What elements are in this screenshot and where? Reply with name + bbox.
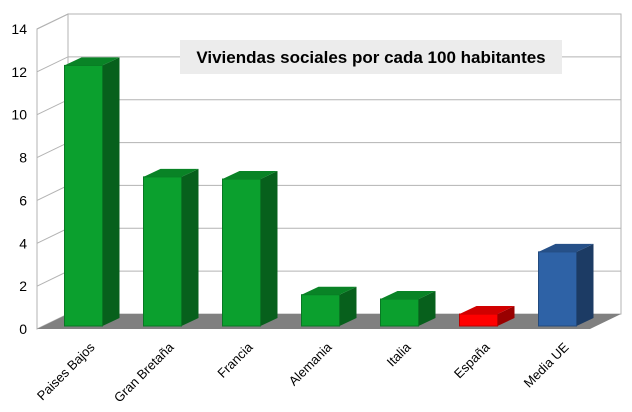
bar-side bbox=[181, 168, 199, 326]
x-tick-label: Italia bbox=[384, 339, 415, 370]
x-tick-label: España bbox=[451, 339, 493, 381]
y-axis-ticks: 0 2 4 6 8 10 12 14 bbox=[11, 21, 27, 337]
title-background bbox=[180, 40, 562, 74]
x-tick-label: Media UE bbox=[521, 339, 572, 390]
bar-top bbox=[143, 168, 199, 177]
bar-front bbox=[380, 298, 419, 327]
bar-side bbox=[418, 291, 436, 326]
bar-front bbox=[301, 294, 340, 327]
bar-front bbox=[538, 251, 577, 327]
y-tick-label: 14 bbox=[11, 21, 27, 37]
x-tick-label: Paises Bajos bbox=[34, 339, 98, 403]
bar-top bbox=[538, 243, 594, 252]
bar bbox=[538, 243, 594, 327]
bar-top bbox=[64, 57, 120, 66]
bar bbox=[143, 168, 199, 327]
bar-side bbox=[339, 286, 357, 326]
left-wall bbox=[36, 13, 69, 330]
chart-title-box: Viviendas sociales por cada 100 habitant… bbox=[180, 40, 562, 74]
y-tick-label: 8 bbox=[19, 150, 27, 166]
bar-side bbox=[497, 306, 515, 326]
bar-front bbox=[459, 313, 498, 327]
x-tick-label: Gran Bretaña bbox=[111, 339, 177, 405]
bar bbox=[459, 306, 515, 327]
bar-side bbox=[102, 57, 120, 327]
bars bbox=[64, 57, 594, 327]
bar-front bbox=[222, 178, 261, 327]
bar-top bbox=[459, 306, 515, 314]
gridline bbox=[36, 13, 621, 30]
y-tick-label: 0 bbox=[19, 321, 27, 337]
y-tick-label: 2 bbox=[19, 278, 27, 294]
bar bbox=[301, 286, 357, 327]
y-tick-label: 10 bbox=[11, 107, 27, 123]
bar bbox=[222, 171, 278, 327]
y-tick-label: 4 bbox=[19, 235, 27, 251]
bar bbox=[64, 57, 120, 327]
bar-top bbox=[301, 286, 357, 295]
y-tick-label: 12 bbox=[11, 64, 27, 80]
bar-side bbox=[576, 243, 594, 326]
chart-title: Viviendas sociales por cada 100 habitant… bbox=[196, 48, 545, 67]
x-tick-label: Alemania bbox=[286, 339, 335, 388]
bar bbox=[380, 291, 436, 327]
bar-front bbox=[64, 64, 103, 327]
y-tick-label: 6 bbox=[19, 192, 27, 208]
bar-top bbox=[380, 291, 436, 299]
bar-front bbox=[143, 176, 182, 327]
bar-side bbox=[260, 171, 278, 326]
bar-top bbox=[222, 171, 278, 179]
x-tick-label: Francia bbox=[214, 339, 256, 381]
x-axis-labels: Paises Bajos Gran Bretaña Francia Alemania I… bbox=[34, 339, 572, 405]
